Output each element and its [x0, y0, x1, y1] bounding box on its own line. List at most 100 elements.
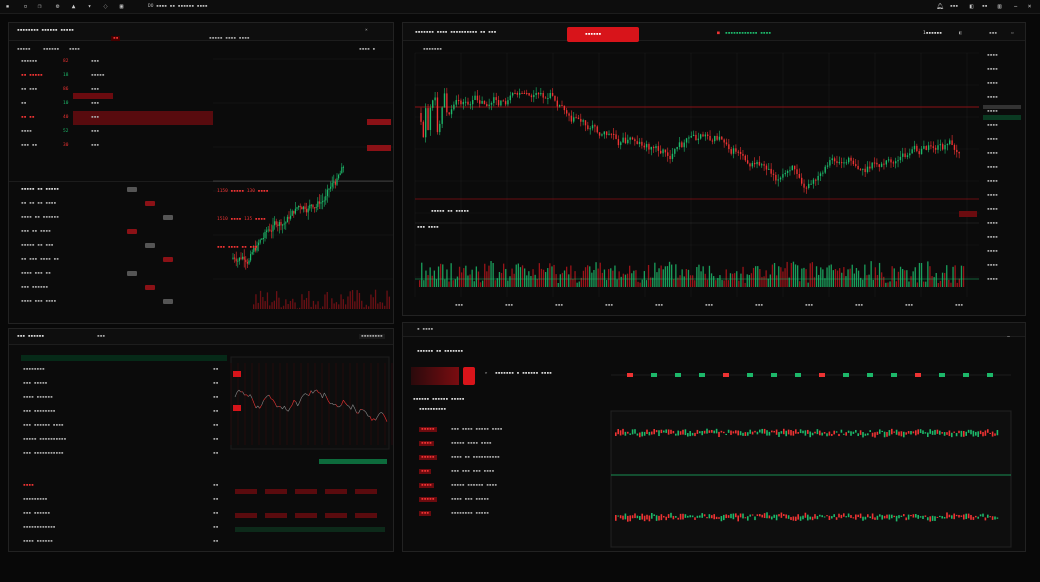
watchlist-row-name[interactable]: ▪▪ ▪▪▪: [21, 87, 38, 92]
panel-a-close-icon[interactable]: ×: [365, 28, 368, 33]
price-path: [263, 397, 266, 401]
candle-body: [443, 93, 446, 108]
analytics-row[interactable]: ▪▪▪▪ ▪▪▪ ▪▪▪▪▪: [451, 497, 489, 502]
order-line[interactable]: ▪▪ ▪▪▪ ▪▪▪▪ ▪▪: [21, 257, 59, 262]
candle: [689, 515, 691, 518]
analytics-row[interactable]: ▪▪▪▪▪ ▪▪▪▪ ▪▪▪▪: [451, 441, 492, 446]
position-row[interactable]: ▪▪▪▪▪▪▪▪: [23, 367, 45, 372]
price-path: [343, 400, 346, 404]
close-icon[interactable]: ×: [1027, 3, 1032, 10]
positions-chart[interactable]: [230, 356, 393, 537]
position-row[interactable]: ▪▪▪▪: [23, 483, 34, 488]
panel-c-tab[interactable]: ▪▪▪: [97, 334, 106, 339]
tool-icon[interactable]: ◧: [959, 31, 962, 36]
row-tag[interactable]: ▪▪▪▪: [419, 441, 434, 446]
candle-body: [660, 150, 662, 154]
panel-b-close-icon[interactable]: ▫: [1011, 31, 1014, 36]
position-row[interactable]: ▪▪▪ ▪▪▪▪▪▪ ▪▪▪▪: [23, 423, 64, 428]
row-tag[interactable]: ▪▪▪: [419, 469, 432, 474]
settings-icon[interactable]: ⚙: [55, 3, 60, 10]
volume-bar: [292, 298, 294, 309]
order-line[interactable]: ▪▪ ▪▪ ▪▪ ▪▪▪▪: [21, 201, 57, 206]
position-qty: ▪▪: [213, 437, 219, 442]
tab-2[interactable]: ▪▪▪▪▪▪: [43, 47, 60, 52]
notification-icon[interactable]: 🔔︎: [936, 3, 944, 10]
position-row[interactable]: ▪▪▪ ▪▪▪▪▪▪: [23, 511, 51, 516]
position-row[interactable]: ▪▪▪▪▪ ▪▪▪▪▪▪▪▪▪▪: [23, 437, 67, 442]
symbol-menu[interactable]: ▸: [485, 371, 488, 376]
filter-icon[interactable]: ▾: [87, 3, 92, 10]
ticker-dot: [651, 373, 657, 377]
order-line[interactable]: ▪▪▪▪ ▪▪ ▪▪▪▪▪▪: [21, 215, 59, 220]
candle: [677, 517, 679, 520]
volume-bar: [851, 264, 853, 287]
main-candle-chart[interactable]: [414, 52, 979, 297]
mini-candle-chart[interactable]: [213, 58, 393, 309]
alert-button[interactable]: ▪▪▪▪▪▪: [567, 27, 639, 42]
row-tag[interactable]: ▪▪▪▪: [419, 483, 434, 488]
position-row[interactable]: ▪▪▪▪ ▪▪▪▪▪▪: [23, 395, 53, 400]
watchlist-row-name[interactable]: ▪▪▪▪: [21, 129, 32, 134]
candle-body: [242, 256, 244, 259]
watchlist-row-name[interactable]: ▪▪ ▪▪: [21, 115, 35, 120]
position-row[interactable]: ▪▪▪▪▪▪▪▪▪: [23, 497, 48, 502]
watchlist-row-name[interactable]: ▪▪▪▪▪▪: [21, 59, 38, 64]
order-line[interactable]: ▪▪▪▪ ▪▪▪ ▪▪▪▪: [21, 299, 57, 304]
order-line[interactable]: ▪▪▪ ▪▪ ▪▪▪▪: [21, 229, 51, 234]
order-line[interactable]: ▪▪▪ ▪▪▪▪▪▪: [21, 285, 49, 290]
search-icon[interactable]: ◌: [103, 3, 108, 10]
analytics-row[interactable]: ▪▪▪▪▪ ▪▪▪▪▪▪ ▪▪▪▪: [451, 483, 498, 488]
order-line[interactable]: ▪▪▪▪▪ ▪▪ ▪▪▪: [21, 243, 54, 248]
panel-a-header-right: ▪▪▪▪▪ ▪▪▪▪ ▪▪▪▪: [209, 36, 250, 41]
row-tag[interactable]: ▪▪▪: [419, 511, 432, 516]
watchlist-row-name[interactable]: ▪▪ ▪▪▪▪▪: [21, 73, 43, 78]
row-tag[interactable]: ▪▪▪▪▪: [419, 455, 437, 460]
analytics-row[interactable]: ▪▪▪ ▪▪▪ ▪▪▪ ▪▪▪▪: [451, 469, 495, 474]
candle-body: [951, 140, 953, 146]
position-row[interactable]: ▪▪▪ ▪▪▪▪▪: [23, 381, 48, 386]
position-row[interactable]: ▪▪▪▪ ▪▪▪▪▪▪: [23, 539, 53, 544]
window-icon[interactable]: ▫: [23, 3, 28, 10]
arrange-icon[interactable]: ▥: [997, 3, 1002, 10]
minimize-icon[interactable]: −: [1013, 3, 1018, 10]
panel-c-header-right[interactable]: ▪▪▪▪▪▪▪▪: [359, 334, 385, 339]
tab-active-badge[interactable]: ▪▪: [111, 36, 121, 41]
expand-icon[interactable]: ◧: [969, 3, 974, 10]
candle-body: [819, 173, 822, 176]
candle: [970, 429, 972, 435]
candle-body: [695, 134, 697, 141]
alert-icon[interactable]: ▲: [71, 3, 76, 10]
analytics-row[interactable]: ▪▪▪▪▪▪▪▪ ▪▪▪▪▪: [451, 511, 489, 516]
panel-a-options[interactable]: ▪▪▪▪ ▪: [359, 47, 376, 52]
position-row[interactable]: ▪▪▪▪▪▪▪▪▪▪▪▪: [23, 525, 56, 530]
menu-icon[interactable]: ▪▪▪: [989, 31, 998, 36]
row-tag[interactable]: ▪▪▪▪▪: [419, 497, 437, 502]
candle: [847, 430, 850, 433]
order-line[interactable]: ▪▪▪▪▪ ▪▪ ▪▪▪▪▪: [21, 187, 59, 192]
panel-d-menu-icon[interactable]: ⋯: [1007, 335, 1010, 340]
order-line[interactable]: ▪▪▪▪ ▪▪▪ ▪▪: [21, 271, 51, 276]
position-row[interactable]: ▪▪▪ ▪▪▪▪▪▪▪▪: [23, 409, 56, 414]
analytics-chart[interactable]: [610, 367, 1021, 548]
watchlist-row-name[interactable]: ▪▪▪ ▪▪: [21, 143, 38, 148]
layout-icon[interactable]: ▣: [119, 3, 124, 10]
candle: [891, 514, 893, 519]
analytics-row[interactable]: ▪▪▪▪ ▪▪ ▪▪▪▪▪▪▪▪▪▪: [451, 455, 500, 460]
volume-bar: [750, 273, 753, 287]
copy-icon[interactable]: ❐: [37, 3, 42, 10]
watchlist-row-name[interactable]: ▪▪: [21, 101, 27, 106]
app-menu-icon[interactable]: ▪: [5, 3, 10, 10]
symbol-red-tag[interactable]: [463, 367, 475, 385]
analytics-row[interactable]: ▪▪▪ ▪▪▪▪ ▪▪▪▪▪ ▪▪▪▪: [451, 427, 503, 432]
tab-1[interactable]: ▪▪▪▪▪: [17, 47, 31, 52]
position-row[interactable]: ▪▪▪ ▪▪▪▪▪▪▪▪▪▪▪: [23, 451, 64, 456]
mode-label[interactable]: ▪▪: [982, 4, 988, 9]
volume-bar: [960, 265, 963, 287]
row-tag[interactable]: ▪▪▪▪▪: [419, 427, 437, 432]
symbol-thumbnail[interactable]: [411, 367, 459, 385]
order-chip: [145, 243, 155, 248]
position-qty: ▪▪: [213, 423, 219, 428]
tab-3[interactable]: ▪▪▪▪: [69, 47, 80, 52]
account-label[interactable]: ▪▪▪: [950, 4, 959, 9]
volume-bar: [660, 265, 662, 287]
